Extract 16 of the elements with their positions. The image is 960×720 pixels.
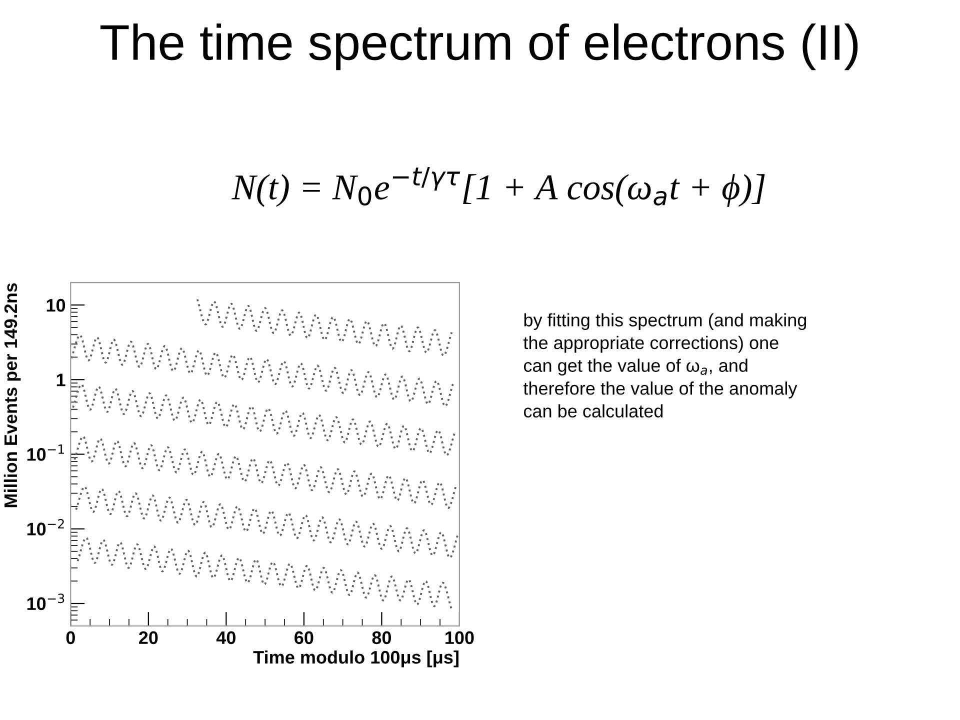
x-tick-label: 40 — [216, 631, 236, 644]
x-tick-label: 80 — [372, 631, 391, 644]
x-tick-label: 100 — [446, 631, 474, 644]
y-axis-title: Million Events per 149.2ns — [4, 283, 21, 508]
x-tick-label: 20 — [139, 631, 158, 644]
x-axis-title: Time modulo 100μs [μs] — [253, 650, 458, 668]
text: N(t) = N$_{0}$e$^{−t/γτ}$[1 + A cos(ω$_{a}$t + ϕ)] — [232, 166, 765, 207]
y-tick-label: 10$^{−2}$ — [27, 518, 64, 536]
y-tick-label: 10$^{−1}$ — [27, 444, 64, 461]
y-tick-label: 10$^{−3}$ — [27, 594, 64, 610]
y-tick-label: 10 — [46, 298, 66, 312]
x-tick-label: 60 — [294, 631, 314, 644]
x-tick-label: 0 — [66, 631, 75, 644]
y-tick-label: 1 — [56, 374, 66, 386]
chart-title: The time spectrum of electrons (II) — [100, 23, 858, 70]
text: by fitting this spectrum (and making the appropriate corrections) one can get the value of ω$_{a}$, and therefore the value of the anomaly can be calculated — [523, 313, 806, 418]
